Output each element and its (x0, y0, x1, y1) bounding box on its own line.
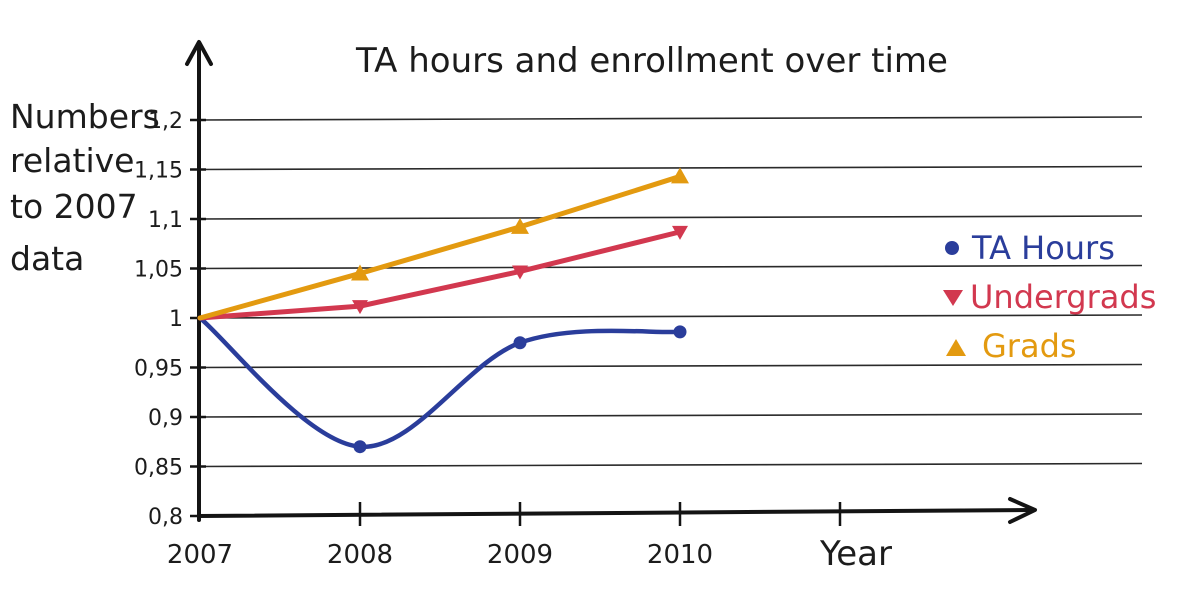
x-axis-arrow (1008, 497, 1037, 524)
legend-item-undergrads: Undergrads (943, 278, 1156, 316)
series-line-ta-hours (197, 315, 683, 449)
grid-line (195, 462, 1143, 468)
legend-marker-ta-hours (945, 241, 959, 255)
data-point-ta-hours (673, 325, 687, 339)
x-axis-label: Year (819, 534, 892, 574)
y-axis-label-line: to 2007 (10, 187, 138, 226)
y-tick-label: 0,8 (148, 505, 183, 530)
data-point-ta-hours (513, 336, 527, 350)
x-axis-line (197, 508, 1032, 518)
data-point-ta-hours (353, 440, 367, 454)
x-ticks: 2007 2008 2009 2010 (167, 502, 842, 570)
grid-line (195, 363, 1143, 369)
grid-line (195, 314, 1143, 319)
axes (185, 40, 1037, 524)
y-tick-label: 1,05 (134, 258, 183, 283)
grid-line (195, 116, 1143, 121)
data-point-grads (351, 264, 369, 281)
legend-label-grads: Grads (982, 327, 1077, 365)
x-tick-label: 2010 (647, 540, 713, 570)
grid-line (195, 413, 1143, 418)
grid-line (195, 165, 1143, 171)
grid-line (195, 215, 1143, 220)
data-point-undergrads (512, 265, 528, 280)
grid-line (195, 264, 1143, 270)
y-axis-label-line: data (10, 239, 84, 278)
series (197, 167, 689, 454)
y-axis-label-line: relative (10, 141, 134, 180)
data-point-grads (671, 167, 689, 184)
y-axis-label-line: Numbers (10, 97, 160, 136)
y-tick-label: 1,2 (148, 109, 183, 134)
legend-item-grads: Grads (946, 327, 1077, 365)
y-tick-label: 1,15 (134, 159, 183, 184)
x-tick-label: 2008 (327, 540, 393, 570)
y-tick-label: 1,1 (148, 208, 183, 233)
series-line-grads (197, 173, 683, 321)
data-point-grads (511, 217, 529, 234)
y-tick-label: 0,85 (134, 456, 183, 481)
legend-item-ta-hours: TA Hours (945, 229, 1115, 267)
legend-label-ta-hours: TA Hours (971, 229, 1115, 267)
grid-lines (195, 116, 1143, 468)
y-axis-arrow (185, 40, 213, 66)
legend: TA Hours Undergrads Grads (943, 229, 1156, 365)
y-tick-label: 1 (169, 307, 183, 332)
y-ticks: 0,8 0,85 0,9 0,95 1 1,05 1,1 1,15 1,2 (134, 109, 206, 530)
x-tick-label: 2007 (167, 540, 233, 570)
series-line-undergrads (197, 229, 683, 321)
data-point-undergrads (672, 225, 688, 240)
legend-marker-grads (946, 339, 966, 356)
y-tick-label: 0,95 (134, 357, 183, 382)
y-axis-label: Numbers relative to 2007 data (10, 97, 160, 278)
y-tick-label: 0,9 (148, 406, 183, 431)
data-point-undergrads (352, 300, 368, 315)
legend-marker-undergrads (943, 290, 963, 306)
x-tick-label: 2009 (487, 540, 553, 570)
chart-title: TA hours and enrollment over time (355, 41, 948, 81)
legend-label-undergrads: Undergrads (970, 278, 1156, 316)
